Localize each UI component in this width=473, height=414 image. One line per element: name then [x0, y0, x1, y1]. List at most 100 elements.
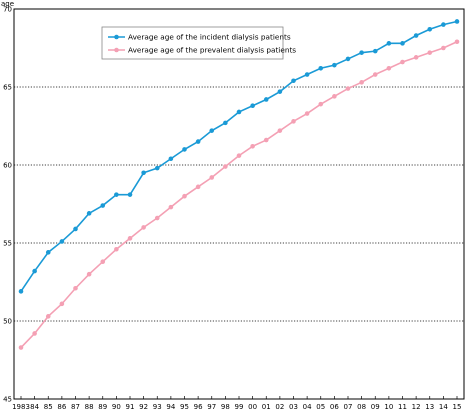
plot-frame: [13, 8, 465, 400]
series-1-point: [32, 268, 37, 274]
series-1-point: [250, 103, 255, 109]
legend-label: Average age of the prevalent dialysis pa…: [128, 46, 296, 55]
series-2-point: [223, 164, 228, 169]
series-1-point: [413, 33, 419, 38]
x-tick-label: 89: [98, 403, 107, 411]
series-2-point: [454, 39, 460, 45]
x-tick-label: 03: [289, 403, 298, 411]
series-1-point: [304, 72, 310, 77]
x-tick-label: 04: [303, 403, 312, 411]
series-layer: [18, 19, 460, 350]
series-2-point: [45, 314, 51, 319]
y-tick-label: 60: [3, 162, 12, 170]
series-2-point: [182, 193, 187, 199]
series-2-point: [263, 137, 269, 143]
y-tick-label: 45: [3, 396, 12, 404]
series-2-point: [127, 236, 133, 241]
x-tick-label: 07: [344, 403, 353, 411]
series-1-point: [277, 89, 283, 94]
series-2-point: [250, 143, 255, 149]
y-tick-label: 65: [3, 84, 12, 92]
series-1-point: [209, 128, 215, 133]
x-tick-label: 14: [439, 403, 448, 411]
x-tick-label: 99: [235, 403, 244, 411]
series-2-point: [372, 72, 378, 77]
series-2-point: [427, 50, 433, 55]
series-1-point: [100, 203, 106, 208]
x-tick-label: 97: [207, 403, 216, 411]
series-1-point: [195, 139, 201, 144]
series-1-point: [223, 120, 228, 126]
series-2-point: [168, 204, 174, 210]
x-tick-label: 11: [398, 403, 407, 411]
x-tick-label: 15: [453, 403, 462, 411]
series-2-point: [209, 175, 215, 180]
series-2-point: [114, 246, 119, 252]
series-1-point: [127, 192, 133, 197]
x-tick-label: 90: [112, 403, 121, 411]
series-1-point: [318, 65, 324, 71]
series-1-point: [182, 147, 187, 152]
series-2-point: [86, 271, 92, 277]
series-1-point: [236, 109, 242, 115]
x-tick-label: 86: [57, 403, 66, 411]
series-1-point: [18, 289, 24, 294]
x-tick-label: 87: [71, 403, 80, 411]
series-2-point: [441, 45, 446, 51]
series-2-point: [195, 184, 201, 190]
series-2-point: [332, 94, 337, 99]
series-1-point: [141, 170, 146, 176]
series-line-2: [20, 41, 458, 349]
series-2-point: [359, 80, 364, 85]
series-1-point: [263, 97, 269, 102]
series-2-point: [18, 345, 24, 350]
x-tick-label: 08: [357, 403, 366, 411]
x-tick-label: 88: [85, 403, 94, 411]
x-axis-label: year: [449, 412, 465, 414]
x-tick-label: 06: [330, 403, 339, 411]
x-tick-label: 95: [180, 403, 189, 411]
x-tick-label: 96: [194, 403, 203, 411]
x-tick-label: 02: [275, 403, 284, 411]
x-tick-label: 94: [166, 403, 175, 411]
legend-label: Average age of the incident dialysis pat…: [128, 33, 291, 42]
y-tick-label: 50: [3, 318, 12, 326]
series-2-point: [386, 65, 392, 71]
series-2-point: [32, 331, 37, 336]
x-tick-label: 12: [412, 403, 421, 411]
series-1-point: [359, 50, 364, 55]
series-1-point: [386, 41, 392, 46]
series-2-point: [291, 119, 296, 124]
x-tick-label: 85: [44, 403, 53, 411]
series-2-point: [73, 285, 78, 291]
series-2-point: [413, 55, 419, 60]
series-1-point: [441, 22, 446, 27]
x-tick-label: 92: [139, 403, 148, 411]
series-2-point: [345, 86, 351, 91]
series-1-point: [454, 19, 460, 24]
x-tick-label: 13: [425, 403, 434, 411]
x-tick-label: 01: [262, 403, 271, 411]
legend: Average age of the incident dialysis pat…: [101, 26, 296, 60]
y-tick-label: 70: [3, 6, 12, 14]
x-tick-label: 00: [248, 403, 257, 411]
series-2-point: [59, 301, 65, 307]
series-1-point: [291, 78, 296, 84]
series-1-point: [86, 211, 92, 216]
series-1-point: [59, 239, 65, 244]
series-2-point: [154, 215, 160, 221]
series-2-point: [100, 259, 106, 265]
series-2-point: [400, 59, 405, 65]
series-1-point: [45, 250, 51, 255]
y-axis-label: age: [1, 0, 14, 8]
series-1-point: [400, 41, 405, 46]
series-1-point: [114, 192, 119, 197]
series-1-point: [168, 156, 174, 162]
x-tick-label: 09: [371, 403, 380, 411]
legend-swatch-marker: [114, 47, 119, 53]
series-1-point: [345, 56, 351, 62]
x-tick-label: 98: [221, 403, 230, 411]
